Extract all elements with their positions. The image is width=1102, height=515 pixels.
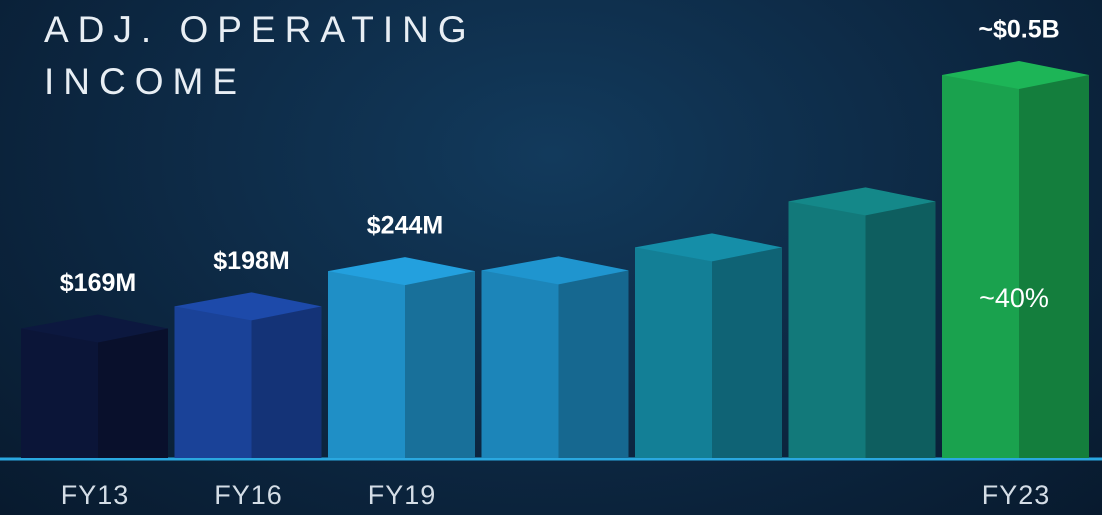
bar-side [405, 271, 475, 458]
bar-front [788, 201, 866, 458]
bar [788, 187, 936, 458]
bar-top [481, 256, 629, 285]
bar [635, 233, 782, 458]
value-label: $169M [60, 269, 136, 297]
annotation: ~40% [979, 283, 1049, 313]
value-label: $198M [213, 247, 289, 275]
x-tick-label: FY13 [61, 480, 130, 510]
bar-side [1019, 75, 1089, 458]
x-tick-label: FY16 [214, 480, 283, 510]
bar-front [942, 75, 1019, 458]
bar-top [942, 61, 1089, 89]
bar-top [174, 292, 322, 321]
bar-top [788, 187, 936, 216]
bar-top [21, 314, 168, 343]
bar [481, 256, 629, 458]
bar [942, 61, 1089, 458]
bar-side [251, 306, 322, 458]
bar-top [635, 233, 782, 262]
bar-side [865, 201, 936, 458]
bar-top [328, 257, 475, 286]
bar [174, 292, 322, 458]
bar-side [712, 247, 782, 458]
chart-title: ADJ. OPERATING INCOME [44, 9, 476, 102]
value-label: ~$0.5B [978, 16, 1059, 44]
x-tick-label: FY19 [368, 480, 437, 510]
bar-front [21, 328, 98, 458]
bar-front [328, 271, 405, 458]
bar-side [558, 270, 629, 458]
bar-front [481, 270, 559, 458]
bar [328, 257, 475, 458]
bar-side [98, 328, 168, 458]
bar-front [635, 247, 712, 458]
x-tick-label: FY23 [982, 480, 1051, 510]
bar-front [174, 306, 252, 458]
bar [21, 314, 168, 458]
value-label: $244M [367, 212, 443, 240]
